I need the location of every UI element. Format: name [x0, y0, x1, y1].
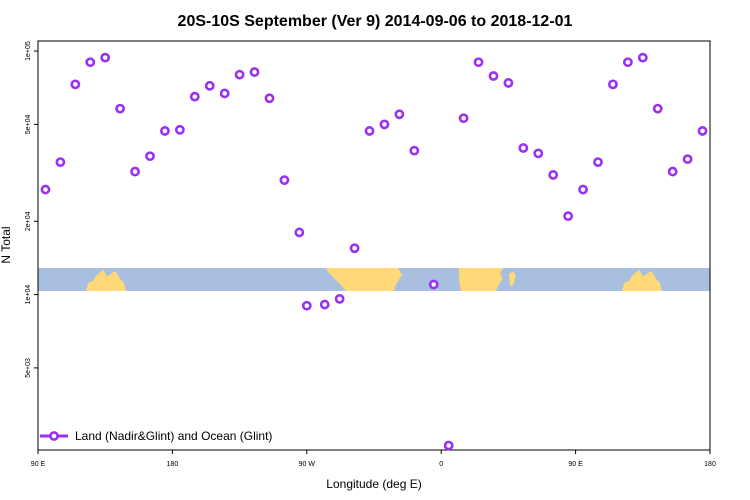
- data-point: [622, 57, 633, 68]
- y-tick-label: 5e+04: [25, 114, 32, 134]
- data-point: [319, 299, 330, 310]
- legend: Land (Nadir&Glint) and Ocean (Glint): [40, 429, 272, 443]
- x-axis: 90 E 180 90 W 0 90 E 180: [31, 450, 716, 468]
- data-point: [428, 279, 439, 290]
- data-point: [40, 184, 51, 195]
- y-axis: 5e+03 1e+04 2e+04 5e+04 1e+05: [25, 41, 38, 378]
- x-axis-label: Longitude (deg E): [326, 477, 421, 491]
- x-tick-label: 90 E: [31, 461, 46, 468]
- australia-land-1: [86, 270, 126, 291]
- americas-land: [326, 268, 402, 291]
- data-point: [379, 119, 390, 130]
- data-point: [249, 67, 260, 77]
- data-point: [334, 293, 345, 304]
- data-point: [364, 126, 375, 136]
- x-tick-label: 90 E: [568, 461, 583, 468]
- x-tick-label: 180: [704, 461, 716, 468]
- data-point: [488, 71, 499, 81]
- data-point: [473, 57, 484, 68]
- data-point: [85, 57, 96, 68]
- data-point: [145, 151, 155, 162]
- y-tick-label: 5e+03: [25, 358, 32, 378]
- africa-land-1: [459, 268, 503, 291]
- data-point: [458, 113, 469, 124]
- data-point: [234, 69, 245, 80]
- data-point: [652, 103, 663, 114]
- data-point: [189, 91, 200, 102]
- data-point: [394, 109, 405, 120]
- data-point: [204, 80, 215, 91]
- data-point: [264, 93, 275, 104]
- data-point: [608, 79, 618, 90]
- x-tick-label: 0: [439, 461, 443, 468]
- data-point: [174, 124, 185, 135]
- data-points: [40, 52, 708, 451]
- data-point: [563, 211, 574, 222]
- data-point: [70, 79, 81, 90]
- data-point: [294, 227, 305, 238]
- legend-marker: [49, 431, 59, 441]
- data-point: [533, 148, 544, 159]
- data-point: [518, 143, 529, 153]
- data-point: [548, 170, 559, 180]
- legend-label: Land (Nadir&Glint) and Ocean (Glint): [75, 429, 272, 443]
- y-tick-label: 1e+04: [25, 285, 32, 305]
- data-point: [682, 154, 693, 165]
- data-point: [667, 166, 678, 177]
- land-ocean-map-strip: [38, 268, 710, 291]
- data-point: [578, 184, 588, 195]
- data-point: [637, 52, 648, 63]
- data-point: [443, 440, 454, 451]
- data-point: [160, 126, 170, 136]
- data-point: [301, 300, 312, 311]
- y-tick-label: 1e+05: [25, 41, 32, 61]
- australia-land-2: [622, 270, 662, 291]
- data-point: [279, 175, 290, 186]
- data-point: [100, 52, 111, 63]
- plot-frame: [37, 40, 711, 451]
- x-tick-label: 90 W: [299, 461, 316, 468]
- data-point: [409, 145, 420, 156]
- y-axis-label: N Total: [0, 226, 13, 263]
- data-point: [697, 126, 708, 136]
- chart-title: 20S-10S September (Ver 9) 2014-09-06 to …: [178, 13, 573, 30]
- data-point: [503, 78, 514, 88]
- y-tick-label: 2e+04: [25, 211, 32, 231]
- madagascar-land-1: [509, 271, 516, 286]
- data-point: [55, 157, 66, 167]
- data-point: [219, 88, 230, 99]
- data-point: [130, 166, 140, 177]
- data-point: [349, 243, 360, 254]
- x-tick-label: 180: [167, 461, 179, 468]
- data-point: [593, 157, 603, 167]
- data-point: [115, 103, 126, 114]
